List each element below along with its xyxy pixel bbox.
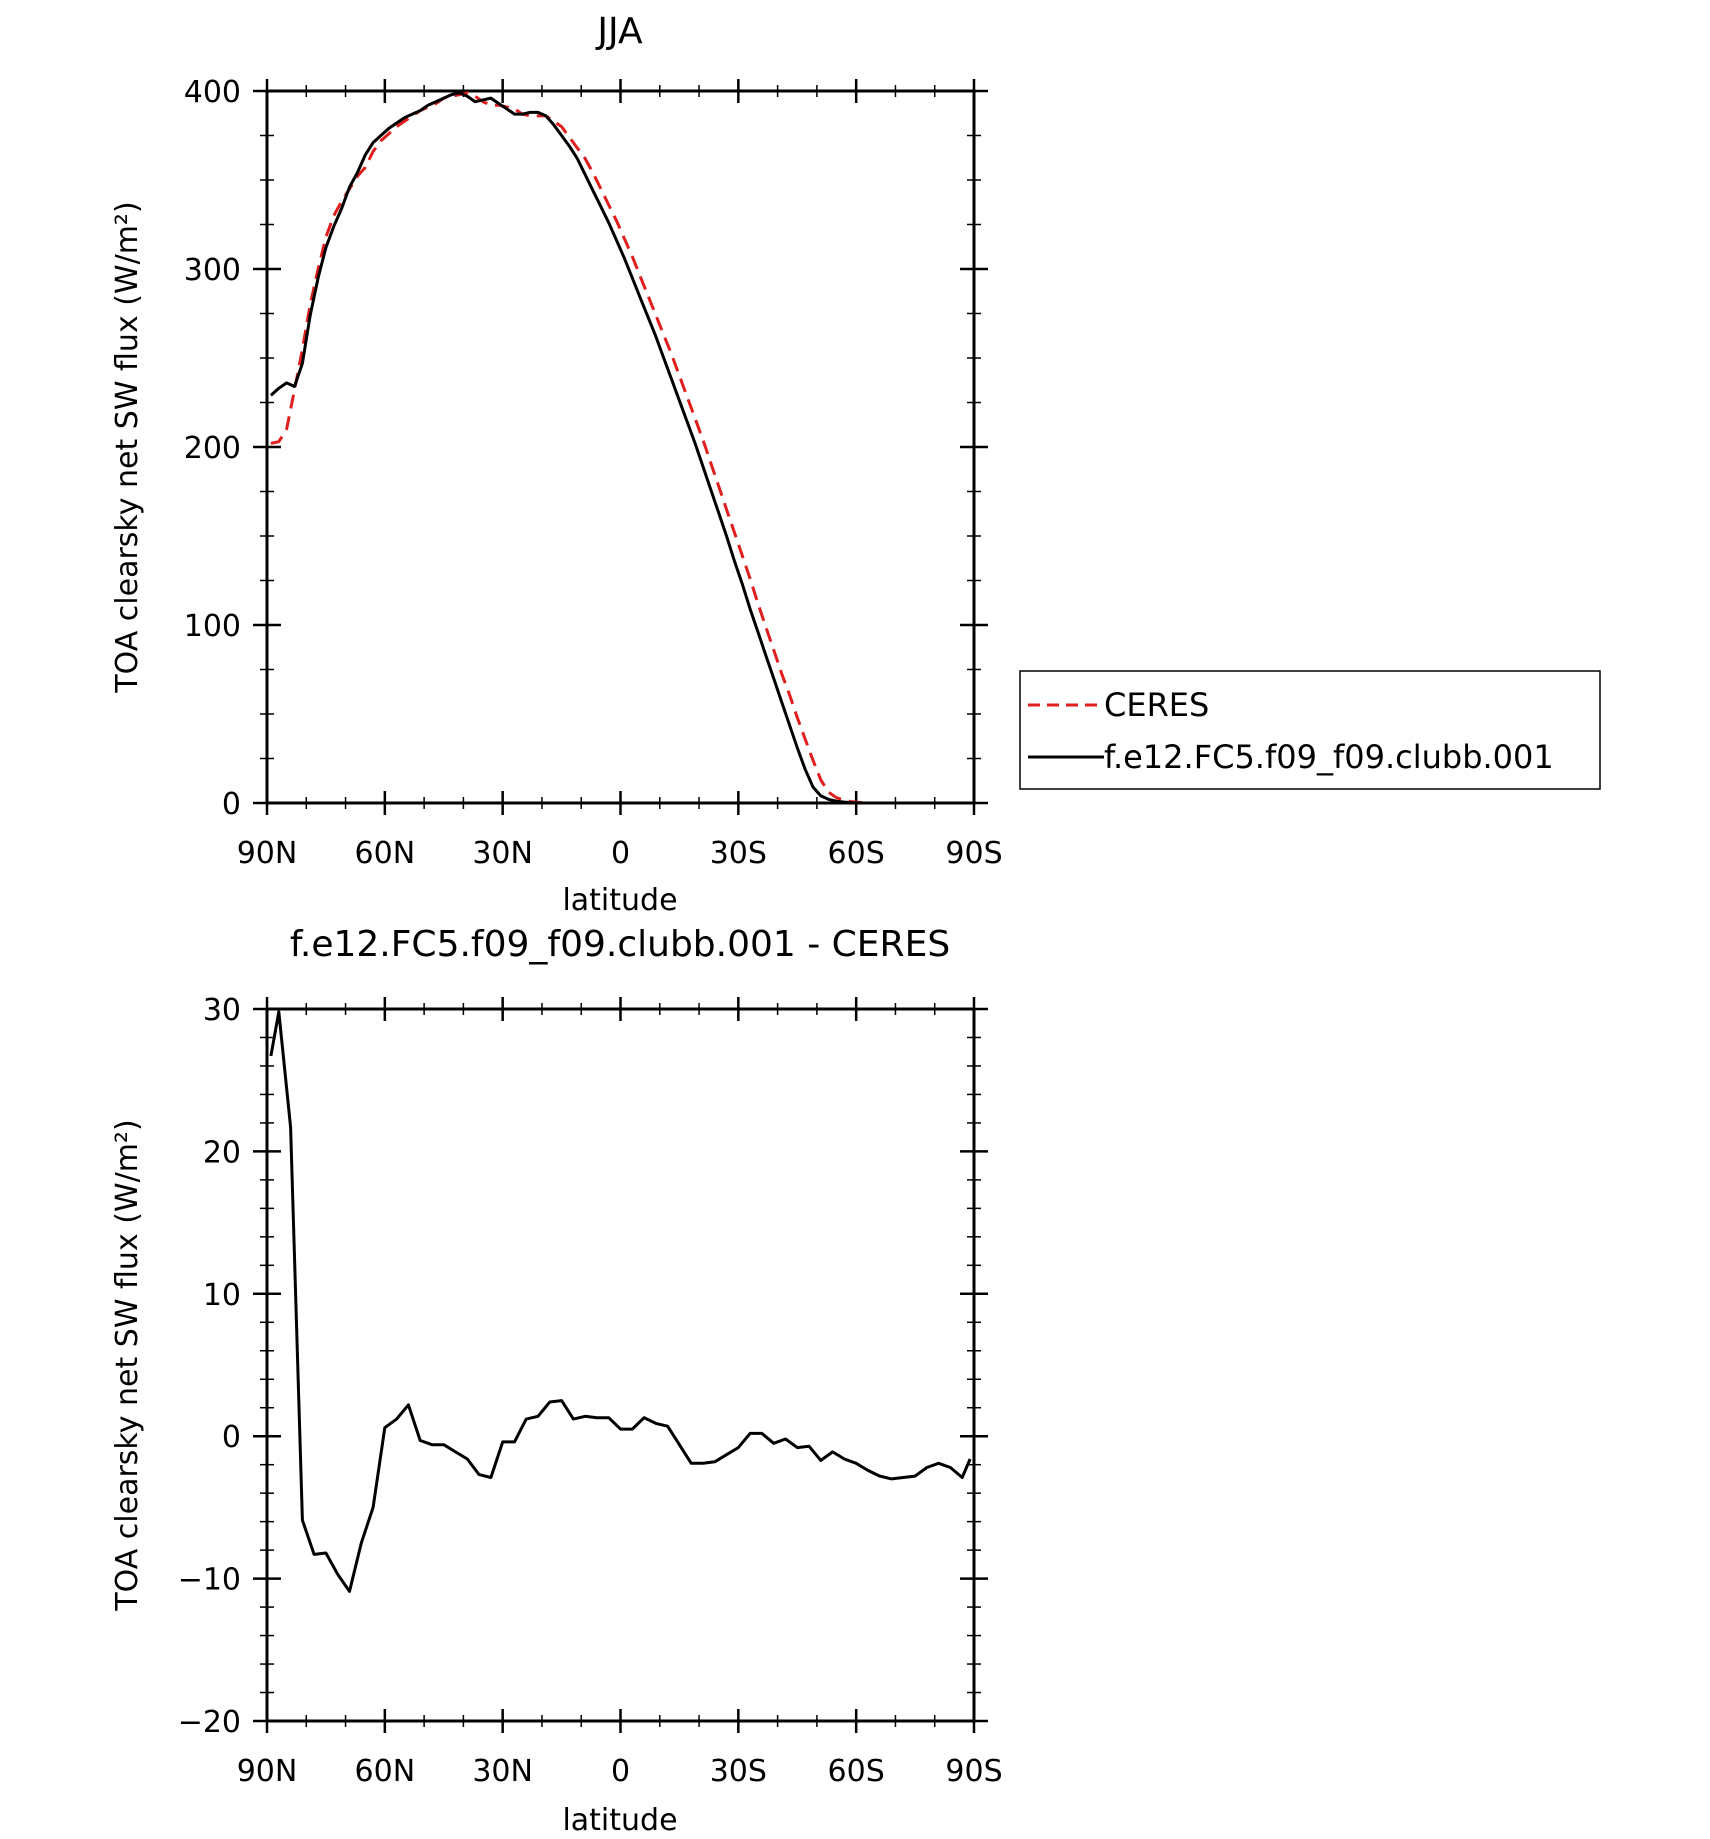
x-tick-label: 0 [611, 1754, 630, 1789]
y-tick-label: 0 [222, 787, 241, 822]
x-tick-label: 60N [355, 836, 416, 871]
series-line-difference [269, 1010, 972, 1593]
y-tick-label: 0 [222, 1420, 241, 1455]
legend-label-model: f.e12.FC5.f09_f09.clubb.001 [1104, 738, 1554, 776]
y-tick-label: 20 [203, 1135, 241, 1170]
x-tick-label: 0 [611, 836, 630, 871]
series-layer [269, 1010, 972, 1593]
x-tick-labels: 90N 60N 30N 0 30S 60S 90S [237, 836, 1003, 871]
x-tick-label: 90N [237, 1754, 298, 1789]
series-line-model [269, 91, 971, 805]
plot-frame [265, 89, 976, 805]
x-tick-label: 60N [355, 1754, 416, 1789]
x-axis-label: latitude [562, 1803, 677, 1838]
x-tick-label: 30N [472, 836, 533, 871]
x-tick-label: 90N [237, 836, 298, 871]
x-tick-label: 30S [710, 1754, 767, 1789]
x-tick-label: 60S [828, 836, 885, 871]
x-tick-labels: 90N 60N 30N 0 30S 60S 90S [237, 1754, 1003, 1789]
y-tick-label: 100 [184, 609, 241, 644]
y-tick-label: −20 [178, 1705, 241, 1740]
y-axis-label: TOA clearsky net SW flux (W/m²) [110, 1119, 145, 1611]
y-tick-label: −10 [178, 1563, 241, 1598]
x-tick-label: 90S [945, 1754, 1002, 1789]
tick-marks [253, 79, 988, 815]
chart-top: JJA 90N 60N 30N 0 30S 60S 90S 0 100 200 300 400 la… [110, 11, 1003, 918]
x-tick-label: 90S [945, 836, 1002, 871]
y-tick-label: 300 [184, 253, 241, 288]
chart-title: f.e12.FC5.f09_f09.clubb.001 - CERES [290, 924, 950, 965]
legend: CERES f.e12.FC5.f09_f09.clubb.001 [1019, 670, 1601, 790]
y-tick-label: 400 [184, 75, 241, 110]
y-tick-label: 30 [203, 993, 241, 1028]
chart-bottom: f.e12.FC5.f09_f09.clubb.001 - CERES 90N 6… [110, 924, 1003, 1838]
y-tick-labels: 0 100 200 300 400 [184, 75, 241, 822]
x-tick-label: 60S [828, 1754, 885, 1789]
chart-title: JJA [595, 11, 643, 52]
series-line-ceres [270, 91, 971, 805]
y-tick-labels: −20 −10 0 10 20 30 [178, 993, 241, 1740]
series-layer [269, 91, 971, 805]
tick-marks [253, 997, 988, 1733]
legend-box [1019, 670, 1601, 790]
x-tick-label: 30N [472, 1754, 533, 1789]
y-tick-label: 10 [203, 1278, 241, 1313]
legend-label-ceres: CERES [1104, 686, 1209, 724]
x-tick-label: 30S [710, 836, 767, 871]
y-axis-label: TOA clearsky net SW flux (W/m²) [110, 201, 145, 693]
y-tick-label: 200 [184, 431, 241, 466]
x-axis-label: latitude [562, 883, 677, 918]
plot-frame [265, 1007, 976, 1723]
